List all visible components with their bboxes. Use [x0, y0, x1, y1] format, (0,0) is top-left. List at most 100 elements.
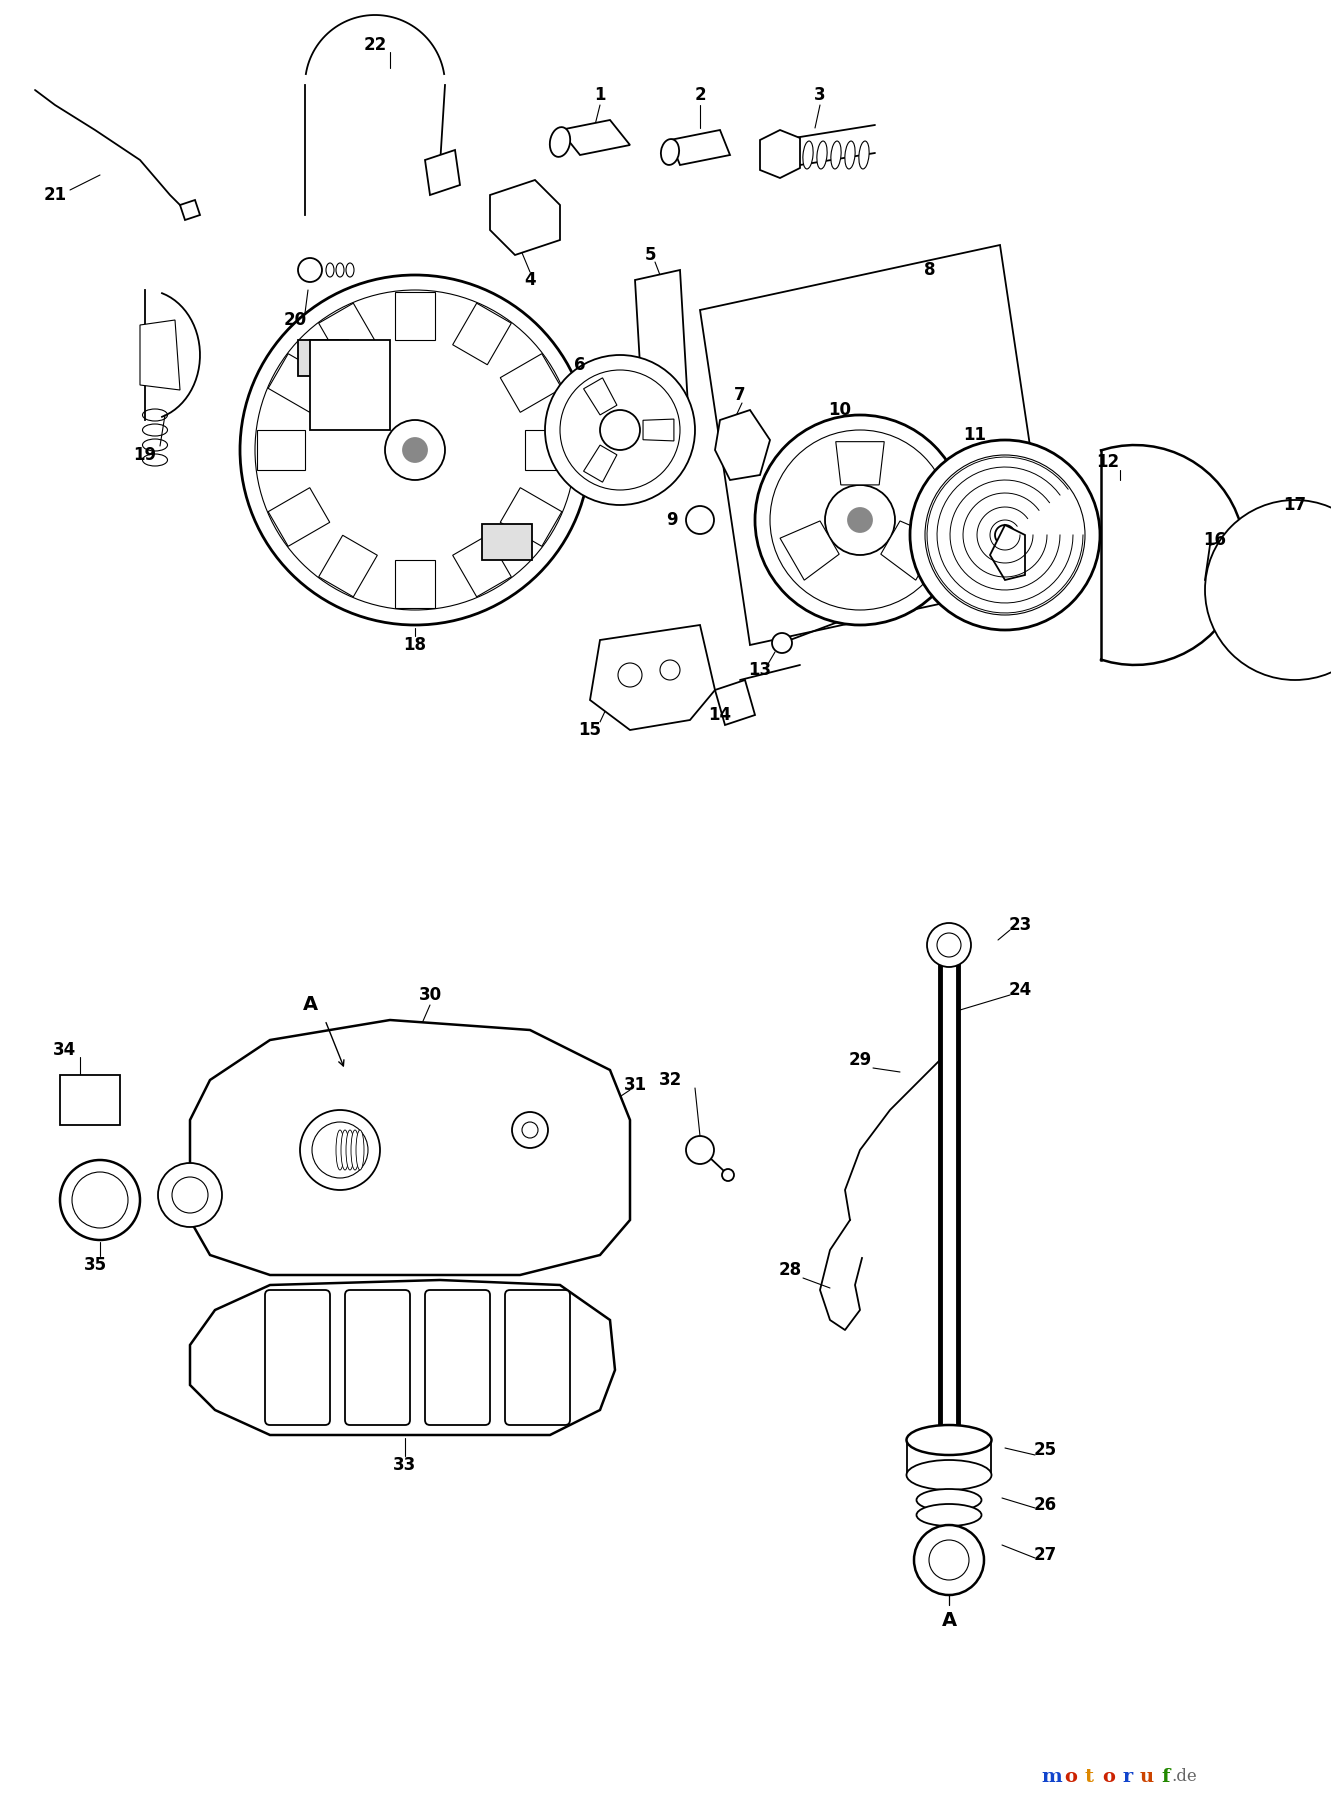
- Polygon shape: [190, 1021, 630, 1274]
- Circle shape: [914, 1525, 984, 1595]
- Circle shape: [755, 416, 965, 625]
- Circle shape: [299, 1111, 379, 1190]
- Circle shape: [825, 484, 894, 554]
- Polygon shape: [310, 340, 390, 430]
- Polygon shape: [257, 430, 305, 470]
- Text: 35: 35: [84, 1256, 106, 1274]
- Polygon shape: [395, 560, 435, 608]
- Text: 31: 31: [623, 1076, 647, 1094]
- Text: 12: 12: [1097, 454, 1119, 472]
- Polygon shape: [881, 520, 940, 580]
- Polygon shape: [715, 410, 771, 481]
- Circle shape: [298, 257, 322, 283]
- Circle shape: [560, 371, 680, 490]
- Text: 34: 34: [53, 1040, 77, 1058]
- Polygon shape: [643, 419, 673, 441]
- Polygon shape: [490, 180, 560, 256]
- Ellipse shape: [335, 263, 343, 277]
- Ellipse shape: [845, 140, 855, 169]
- Polygon shape: [715, 680, 755, 725]
- Polygon shape: [318, 535, 377, 598]
- Polygon shape: [395, 292, 435, 340]
- Circle shape: [937, 932, 961, 958]
- Polygon shape: [482, 524, 532, 560]
- Polygon shape: [583, 378, 616, 416]
- Circle shape: [929, 1541, 969, 1580]
- Polygon shape: [760, 130, 800, 178]
- Circle shape: [926, 923, 972, 967]
- Ellipse shape: [346, 1130, 354, 1170]
- Text: 10: 10: [828, 401, 852, 419]
- Circle shape: [522, 1121, 538, 1138]
- Text: 5: 5: [644, 247, 656, 265]
- Circle shape: [721, 1168, 733, 1181]
- Polygon shape: [1205, 535, 1250, 590]
- Text: 22: 22: [363, 36, 386, 54]
- Ellipse shape: [550, 128, 570, 157]
- Ellipse shape: [326, 263, 334, 277]
- Text: 23: 23: [1009, 916, 1032, 934]
- Polygon shape: [140, 320, 180, 391]
- FancyBboxPatch shape: [504, 1291, 570, 1426]
- Text: 1: 1: [594, 86, 606, 104]
- Text: 33: 33: [394, 1456, 417, 1474]
- Circle shape: [996, 526, 1016, 545]
- Ellipse shape: [346, 263, 354, 277]
- Text: 13: 13: [748, 661, 772, 679]
- Text: 11: 11: [964, 427, 986, 445]
- Text: m: m: [1041, 1768, 1062, 1786]
- Polygon shape: [836, 441, 884, 484]
- Polygon shape: [425, 149, 461, 194]
- Text: 7: 7: [735, 385, 745, 403]
- Text: 27: 27: [1033, 1546, 1057, 1564]
- Ellipse shape: [351, 1130, 359, 1170]
- Text: 26: 26: [1033, 1496, 1057, 1514]
- Ellipse shape: [355, 1130, 363, 1170]
- Text: 8: 8: [924, 261, 936, 279]
- Text: o: o: [1102, 1768, 1115, 1786]
- Ellipse shape: [906, 1460, 992, 1490]
- Circle shape: [685, 506, 713, 535]
- Circle shape: [772, 634, 792, 653]
- Circle shape: [311, 1121, 367, 1177]
- Polygon shape: [453, 535, 511, 598]
- Text: f: f: [1162, 1768, 1170, 1786]
- Text: 4: 4: [524, 272, 536, 290]
- Text: u: u: [1139, 1768, 1154, 1786]
- Polygon shape: [583, 445, 616, 482]
- Polygon shape: [268, 353, 330, 412]
- Polygon shape: [560, 121, 630, 155]
- Circle shape: [771, 430, 950, 610]
- FancyBboxPatch shape: [345, 1291, 410, 1426]
- Ellipse shape: [831, 140, 841, 169]
- Text: 17: 17: [1283, 497, 1307, 515]
- Circle shape: [385, 419, 445, 481]
- Ellipse shape: [335, 1130, 343, 1170]
- Text: o: o: [1063, 1768, 1077, 1786]
- Polygon shape: [635, 270, 689, 450]
- FancyBboxPatch shape: [265, 1291, 330, 1426]
- Text: 28: 28: [779, 1262, 801, 1280]
- Polygon shape: [298, 340, 349, 376]
- Circle shape: [660, 661, 680, 680]
- Text: r: r: [1122, 1768, 1133, 1786]
- Text: 6: 6: [574, 356, 586, 374]
- Text: 2: 2: [695, 86, 705, 104]
- FancyBboxPatch shape: [425, 1291, 490, 1426]
- Ellipse shape: [858, 140, 869, 169]
- Text: 18: 18: [403, 635, 426, 653]
- Circle shape: [72, 1172, 128, 1228]
- Circle shape: [172, 1177, 208, 1213]
- Text: A: A: [941, 1611, 957, 1629]
- Text: 20: 20: [284, 311, 306, 329]
- Circle shape: [685, 1136, 713, 1165]
- Ellipse shape: [803, 140, 813, 169]
- Text: 24: 24: [1009, 981, 1032, 999]
- Text: .de: .de: [1171, 1768, 1198, 1786]
- Polygon shape: [500, 488, 562, 547]
- Text: 29: 29: [848, 1051, 872, 1069]
- Ellipse shape: [917, 1505, 981, 1526]
- Ellipse shape: [817, 140, 827, 169]
- Polygon shape: [318, 302, 377, 365]
- Text: 15: 15: [579, 722, 602, 740]
